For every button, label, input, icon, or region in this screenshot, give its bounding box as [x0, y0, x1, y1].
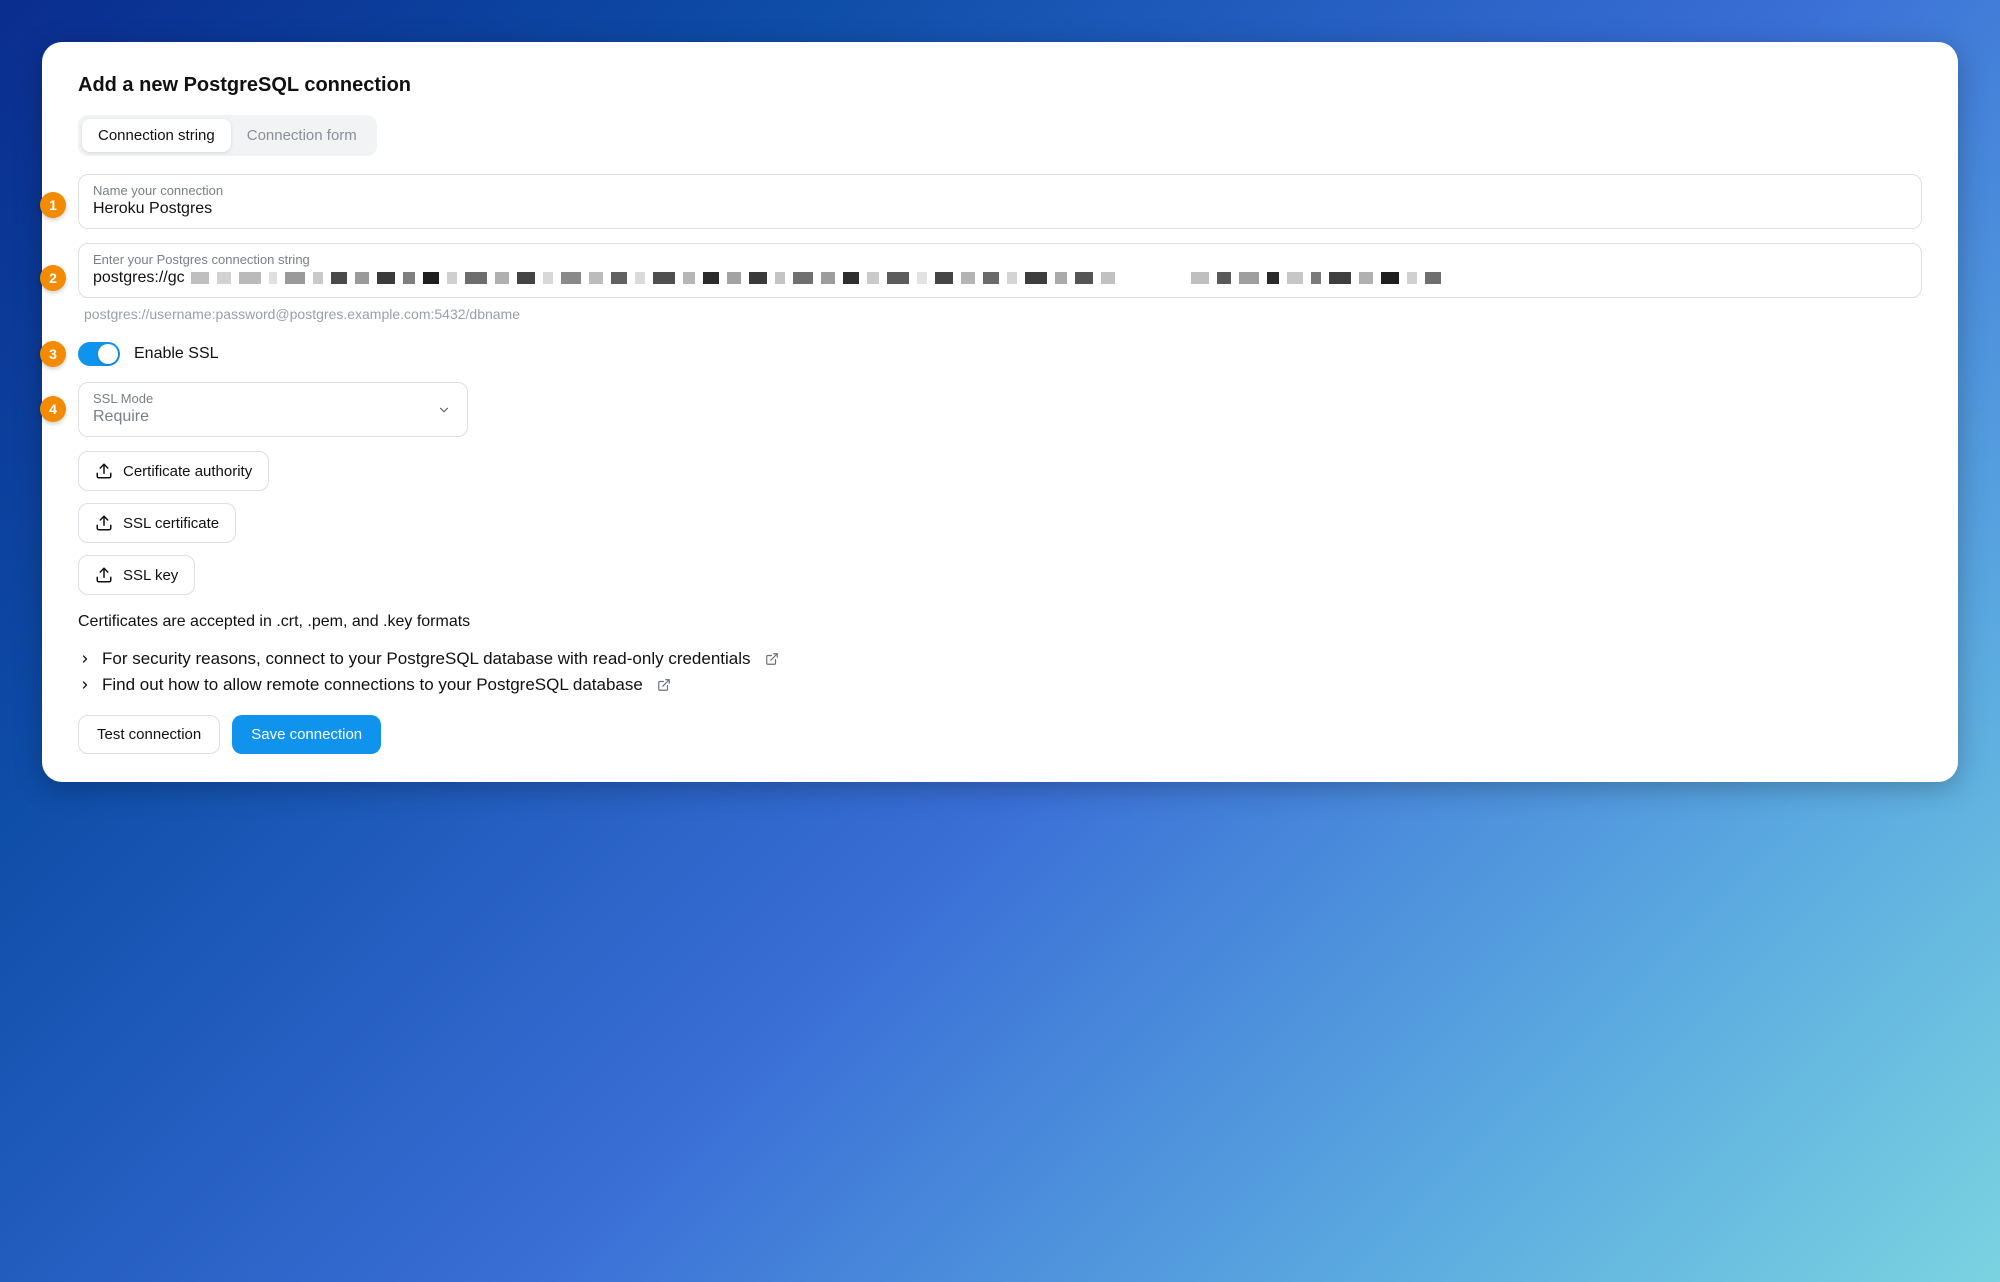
external-link-icon — [765, 652, 779, 666]
connection-string-hint: postgres://username:password@postgres.ex… — [84, 306, 1922, 322]
action-bar: Test connection Save connection — [78, 715, 1922, 754]
connection-dialog: Add a new PostgreSQL connection Connecti… — [42, 42, 1958, 782]
name-field[interactable]: Name your connection — [78, 174, 1922, 229]
upload-cert-label: SSL certificate — [123, 515, 219, 532]
chevron-down-icon — [437, 403, 451, 417]
upload-key-label: SSL key — [123, 567, 178, 584]
page-title: Add a new PostgreSQL connection — [78, 74, 1922, 97]
upload-key-button[interactable]: SSL key — [78, 555, 195, 595]
tab-connection-string[interactable]: Connection string — [82, 119, 231, 152]
upload-icon — [95, 462, 113, 480]
connection-string-label: Enter your Postgres connection string — [93, 252, 1907, 267]
name-input[interactable] — [93, 200, 1907, 218]
toggle-knob — [98, 344, 118, 364]
step-badge-3: 3 — [40, 341, 66, 367]
info-link-remote[interactable]: Find out how to allow remote connections… — [78, 675, 1922, 695]
upload-icon — [95, 566, 113, 584]
info-link-text: Find out how to allow remote connections… — [102, 675, 643, 695]
step-badge-4: 4 — [40, 396, 66, 422]
info-link-readonly[interactable]: For security reasons, connect to your Po… — [78, 649, 1922, 669]
info-link-text: For security reasons, connect to your Po… — [102, 649, 751, 669]
upload-ca-button[interactable]: Certificate authority — [78, 451, 269, 491]
external-link-icon — [657, 678, 671, 692]
ssl-mode-label: SSL Mode — [93, 391, 453, 406]
ssl-toggle[interactable] — [78, 342, 120, 366]
connection-tabs: Connection string Connection form — [78, 115, 377, 156]
connection-string-redacted — [191, 271, 1907, 285]
connection-string-field[interactable]: Enter your Postgres connection string po… — [78, 243, 1922, 298]
test-connection-button[interactable]: Test connection — [78, 715, 220, 754]
upload-ca-label: Certificate authority — [123, 463, 252, 480]
ssl-mode-value: Require — [93, 408, 453, 426]
certificate-format-hint: Certificates are accepted in .crt, .pem,… — [78, 613, 1922, 631]
ssl-toggle-label: Enable SSL — [134, 345, 219, 363]
chevron-right-icon — [78, 653, 92, 665]
upload-icon — [95, 514, 113, 532]
ssl-mode-select[interactable]: SSL Mode Require — [78, 382, 468, 437]
save-connection-button[interactable]: Save connection — [232, 715, 381, 754]
step-badge-2: 2 — [40, 265, 66, 291]
upload-cert-button[interactable]: SSL certificate — [78, 503, 236, 543]
connection-string-prefix: postgres://gc — [93, 269, 185, 287]
tab-connection-form[interactable]: Connection form — [231, 119, 373, 152]
step-badge-1: 1 — [40, 192, 66, 218]
name-field-label: Name your connection — [93, 183, 1907, 198]
chevron-right-icon — [78, 679, 92, 691]
